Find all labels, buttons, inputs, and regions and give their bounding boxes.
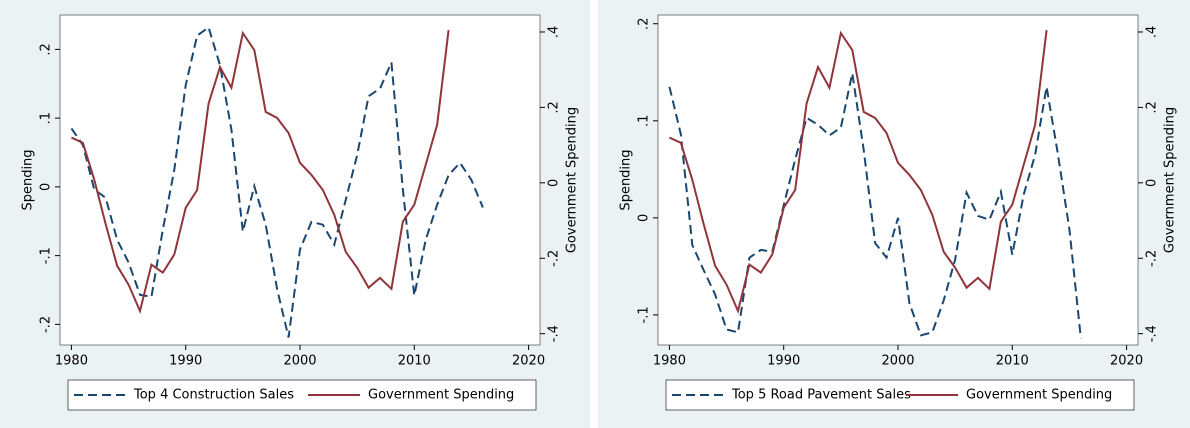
legend-box: [67, 379, 537, 411]
y2-tick-label: .4: [1145, 26, 1160, 38]
y2-tick-label: -.4: [1145, 325, 1160, 342]
x-tick-label: 2020: [512, 354, 545, 369]
x-tick-label: 2000: [881, 354, 914, 369]
y-tick-label: 0: [39, 183, 54, 191]
chart-panel: 1980 1990 2000 2010 2020 -.1 0 .1 .2 -.4 -.2 0 .2 .4 S…: [598, 0, 1190, 428]
y2-tick-label: .2: [1145, 101, 1160, 113]
x-tick-label: 2020: [1110, 354, 1143, 369]
y2-tick-label: -.4: [547, 325, 562, 342]
legend-label: Government Spending: [368, 388, 514, 403]
y2-tick-label: -.2: [547, 250, 562, 267]
y2-tick-label: .2: [547, 101, 562, 113]
x-tick-label: 2010: [996, 354, 1029, 369]
y-axis-title: Spending: [619, 149, 634, 210]
y-tick-label: 0: [637, 214, 652, 222]
y2-tick-label: 0: [547, 179, 562, 187]
plot-area: [59, 14, 541, 346]
legend-label: Government Spending: [966, 388, 1112, 403]
y2-axis-title: Government Spending: [565, 107, 580, 253]
series-line: [71, 29, 450, 315]
y-tick-label: .2: [637, 18, 652, 30]
x-tick-label: 1980: [653, 354, 686, 369]
y-tick-label: -.1: [39, 247, 54, 264]
legend-label: Top 4 Construction Sales: [133, 388, 294, 403]
y-tick-label: .1: [39, 112, 54, 124]
y2-tick-label: .4: [547, 26, 562, 38]
x-tick-label: 1990: [767, 354, 800, 369]
y2-axis-title: Government Spending: [1163, 107, 1178, 253]
y2-tick-label: -.2: [1145, 250, 1160, 267]
x-tick-label: 2010: [398, 354, 431, 369]
y-axis-title: Spending: [21, 149, 36, 210]
x-tick-label: 1990: [169, 354, 202, 369]
chart-panel: 1980 1990 2000 2010 2020 -.2 -.1 0 .1 .2 -.4 -.2 0 .2…: [0, 0, 590, 428]
legend-box: [665, 379, 1135, 411]
legend-label: Top 5 Road Pavement Sales: [731, 388, 911, 403]
x-tick-label: 1980: [55, 354, 88, 369]
series-line: [669, 29, 1048, 315]
y2-tick-label: 0: [1145, 179, 1160, 187]
series-line: [70, 25, 484, 338]
plot-area: [657, 14, 1139, 346]
y-tick-label: -.2: [39, 316, 54, 333]
y-tick-label: -.1: [637, 306, 652, 323]
y-tick-label: .1: [637, 115, 652, 127]
x-tick-label: 2000: [283, 354, 316, 369]
y-tick-label: .2: [39, 43, 54, 55]
series-line: [668, 73, 1082, 339]
